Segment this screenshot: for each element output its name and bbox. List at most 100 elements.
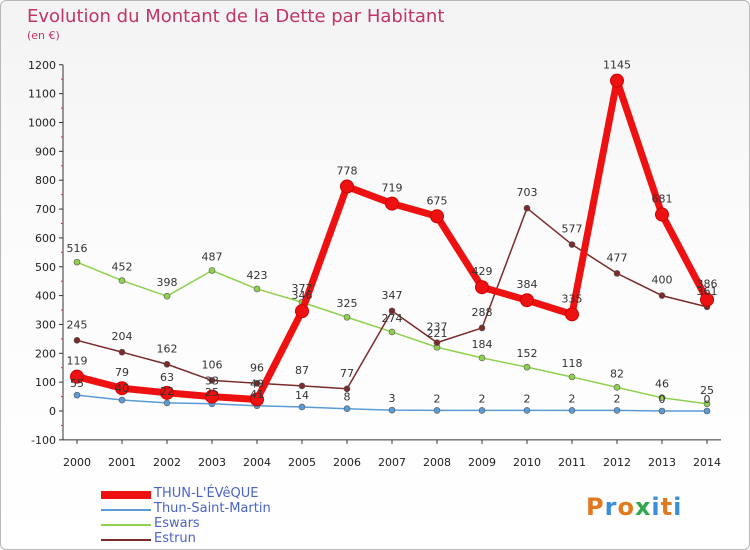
data-point — [385, 196, 399, 211]
data-label: 119 — [67, 355, 88, 368]
data-point — [703, 407, 711, 415]
y-tick-label: 700 — [35, 203, 56, 216]
y-tick-label: 800 — [35, 174, 56, 187]
data-label: 2 — [479, 392, 486, 405]
data-label: 237 — [427, 321, 448, 334]
x-tick-label: 2007 — [378, 456, 406, 469]
data-label: 33 — [205, 375, 219, 388]
logo-letter: o — [617, 493, 635, 521]
data-point — [568, 373, 576, 381]
data-label: 63 — [160, 371, 174, 384]
x-tick-label: 2013 — [648, 456, 676, 469]
data-label: 46 — [655, 378, 669, 391]
data-label: 423 — [247, 269, 268, 282]
y-tick-label: 600 — [35, 232, 56, 245]
data-point — [433, 339, 441, 346]
y-tick-label: 900 — [35, 145, 56, 158]
data-point — [340, 179, 354, 194]
y-tick-label: 100 — [35, 376, 56, 389]
data-label: 778 — [337, 165, 358, 178]
data-label: 22 — [160, 385, 174, 398]
legend-label: Estrun — [154, 531, 196, 546]
data-point — [298, 382, 306, 390]
data-point — [568, 407, 576, 414]
data-point — [208, 267, 216, 274]
data-point — [160, 385, 174, 400]
data-label: 204 — [112, 330, 133, 343]
x-tick-label: 2001 — [108, 456, 136, 469]
chart-subtitle: (en €) — [27, 29, 60, 42]
chart-title: Evolution du Montant de la Dette par Hab… — [27, 6, 445, 27]
data-label: 40 — [115, 382, 129, 395]
x-tick-label: 2011 — [558, 456, 586, 469]
y-tick-label: 1200 — [28, 59, 56, 72]
data-point — [73, 258, 81, 266]
data-label: 152 — [517, 347, 538, 360]
data-label: 2 — [524, 392, 531, 405]
data-label: 106 — [202, 358, 223, 371]
data-label: 377 — [292, 282, 313, 295]
data-point — [568, 241, 576, 248]
data-point — [205, 389, 219, 404]
y-tick-label: 400 — [35, 290, 56, 303]
data-point — [115, 381, 129, 396]
data-point — [118, 348, 126, 356]
data-label: 675 — [427, 194, 448, 207]
data-point — [658, 292, 666, 299]
data-point — [658, 407, 666, 415]
data-point — [523, 204, 531, 212]
data-point — [613, 270, 621, 277]
legend-swatch — [101, 509, 151, 511]
data-point — [565, 307, 579, 322]
data-label: 82 — [610, 367, 624, 380]
data-point — [70, 369, 84, 384]
x-tick-label: 2008 — [423, 456, 451, 469]
data-point — [118, 277, 126, 284]
data-point — [520, 293, 534, 308]
data-point — [298, 403, 306, 411]
x-tick-label: 2004 — [243, 456, 271, 469]
data-point — [523, 363, 531, 371]
logo-letter: i — [673, 493, 683, 521]
data-label: 400 — [652, 274, 673, 287]
y-tick-label: 1000 — [28, 117, 56, 130]
data-label: 0 — [659, 393, 666, 406]
data-point — [163, 360, 171, 368]
data-point — [208, 377, 216, 384]
data-label: 577 — [562, 223, 583, 236]
y-tick-label: 200 — [35, 347, 56, 360]
data-label: 325 — [337, 297, 358, 310]
logo-letter: P — [586, 493, 605, 521]
data-point — [430, 209, 444, 224]
data-label: 335 — [562, 292, 583, 305]
data-point — [343, 385, 351, 393]
x-tick-label: 2005 — [288, 456, 316, 469]
data-label: 361 — [697, 285, 718, 298]
y-tick-label: 300 — [35, 318, 56, 331]
data-point — [613, 407, 621, 414]
data-point — [703, 400, 711, 408]
data-point — [253, 380, 261, 387]
data-label: 2 — [614, 392, 621, 405]
logo-letter: t — [660, 493, 674, 521]
data-label: 77 — [340, 367, 354, 380]
data-label: 386 — [697, 278, 718, 291]
data-label: 25 — [700, 384, 714, 397]
x-tick-label: 2012 — [603, 456, 631, 469]
data-label: 487 — [202, 251, 223, 264]
data-point — [163, 399, 171, 407]
data-point — [73, 337, 81, 344]
x-tick-label: 2000 — [63, 456, 91, 469]
data-label: 184 — [472, 338, 493, 351]
data-label: 40 — [250, 377, 264, 390]
data-point — [250, 392, 264, 407]
data-label: 347 — [382, 289, 403, 302]
data-label: 429 — [472, 265, 493, 278]
data-point — [478, 324, 486, 332]
x-tick-label: 2003 — [198, 456, 226, 469]
data-label: 1145 — [603, 59, 631, 72]
data-point — [163, 292, 171, 300]
data-point — [388, 406, 396, 414]
